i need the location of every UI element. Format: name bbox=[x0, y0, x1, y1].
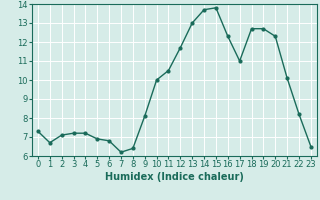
X-axis label: Humidex (Indice chaleur): Humidex (Indice chaleur) bbox=[105, 172, 244, 182]
